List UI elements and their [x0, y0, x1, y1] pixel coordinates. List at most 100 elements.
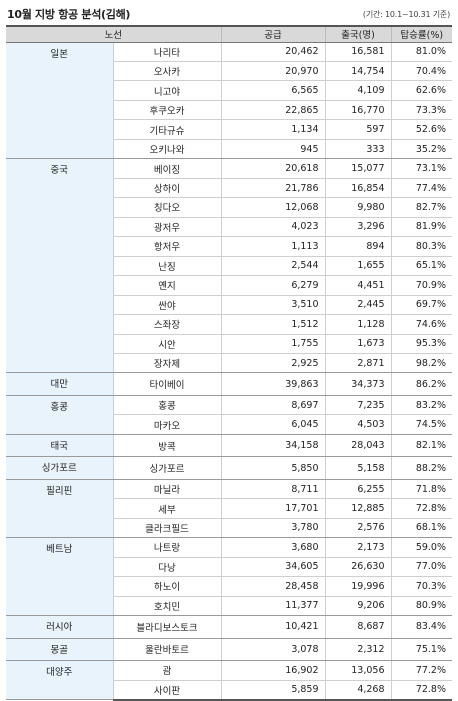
table-row: 베트남 나트랑 3,680 2,173 59.0%	[6, 537, 453, 617]
region-cell: 필리핀	[6, 479, 113, 539]
supply-cell: 20,970	[220, 61, 326, 82]
table-row: 니고야 6,565 4,109 62.6%	[6, 80, 453, 101]
departures-cell: 4,451	[324, 275, 392, 296]
supply-cell: 1,512	[220, 314, 326, 335]
supply-cell: 3,510	[220, 295, 326, 316]
load-factor-cell: 77.2%	[390, 660, 453, 681]
table-row: 호치민 11,377 9,206 80.9%	[6, 596, 453, 617]
region-cell: 중국	[6, 158, 113, 374]
city-cell: 베이징	[112, 158, 222, 179]
table-body: 일본 나리타 20,462 16,581 81.0% 오사카 20,970 14,754 70.…	[6, 42, 453, 701]
city-cell: 오사카	[112, 61, 222, 82]
city-cell: 호치민	[112, 596, 222, 617]
table-row: 대양주 괌 16,902 13,056 77.2%	[6, 660, 453, 701]
city-cell: 나리타	[112, 42, 222, 62]
supply-cell: 1,113	[220, 236, 326, 257]
city-cell: 후쿠오카	[112, 100, 222, 121]
supply-cell: 3,078	[220, 638, 326, 662]
city-cell: 클라크필드	[112, 518, 222, 539]
load-factor-cell: 65.1%	[390, 256, 453, 277]
load-factor-cell: 74.6%	[390, 314, 453, 335]
departures-cell: 2,871	[324, 353, 392, 374]
city-cell: 상하이	[112, 178, 222, 199]
departures-cell: 19,996	[324, 576, 392, 597]
table-row: 대만 타이베이 39,863 34,373 86.2%	[6, 372, 453, 396]
city-cell: 사이판	[112, 680, 222, 701]
header-supply: 공급	[220, 25, 326, 43]
load-factor-cell: 72.8%	[390, 680, 453, 701]
table-row: 광저우 4,023 3,296 81.9%	[6, 217, 453, 238]
supply-cell: 21,786	[220, 178, 326, 199]
city-cell: 스좌장	[112, 314, 222, 335]
region-cell: 일본	[6, 42, 113, 160]
load-factor-cell: 68.1%	[390, 518, 453, 539]
departures-cell: 7,235	[324, 395, 392, 416]
supply-cell: 2,544	[220, 256, 326, 277]
supply-cell: 11,377	[220, 596, 326, 617]
departures-cell: 16,581	[324, 42, 392, 62]
load-factor-cell: 74.5%	[390, 414, 453, 435]
table-row: 클라크필드 3,780 2,576 68.1%	[6, 518, 453, 539]
supply-cell: 3,680	[220, 537, 326, 558]
load-factor-cell: 73.3%	[390, 100, 453, 121]
supply-cell: 34,158	[220, 434, 326, 458]
load-factor-cell: 62.6%	[390, 80, 453, 101]
supply-cell: 8,697	[220, 395, 326, 416]
city-cell: 하노이	[112, 576, 222, 597]
supply-cell: 5,850	[220, 456, 326, 480]
table-row: 싱가포르 싱가포르 5,850 5,158 88.2%	[6, 456, 453, 480]
supply-cell: 17,701	[220, 498, 326, 519]
supply-cell: 34,605	[220, 557, 326, 578]
table-row: 칭다오 12,068 9,980 82.7%	[6, 197, 453, 218]
load-factor-cell: 80.3%	[390, 236, 453, 257]
region-cell: 대만	[6, 372, 113, 396]
header-departures: 출국(명)	[324, 25, 392, 43]
departures-cell: 9,206	[324, 596, 392, 617]
table-row: 태국 방콕 34,158 28,043 82.1%	[6, 434, 453, 458]
load-factor-cell: 72.8%	[390, 498, 453, 519]
supply-cell: 6,565	[220, 80, 326, 101]
departures-cell: 4,503	[324, 414, 392, 435]
departures-cell: 2,173	[324, 537, 392, 558]
table-row: 난징 2,544 1,655 65.1%	[6, 256, 453, 277]
supply-cell: 3,780	[220, 518, 326, 539]
table-row: 오키나와 945 333 35.2%	[6, 139, 453, 160]
load-factor-cell: 35.2%	[390, 139, 453, 160]
load-factor-cell: 88.2%	[390, 456, 453, 480]
table-row: 상하이 21,786 16,854 77.4%	[6, 178, 453, 199]
load-factor-cell: 73.1%	[390, 158, 453, 179]
departures-cell: 16,854	[324, 178, 392, 199]
table-row: 러시아 블라디보스토크 10,421 8,687 83.4%	[6, 615, 453, 639]
departures-cell: 13,056	[324, 660, 392, 681]
supply-cell: 39,863	[220, 372, 326, 396]
departures-cell: 1,655	[324, 256, 392, 277]
city-cell: 옌지	[112, 275, 222, 296]
table-row: 몽골 울란바토르 3,078 2,312 75.1%	[6, 638, 453, 662]
load-factor-cell: 77.4%	[390, 178, 453, 199]
load-factor-cell: 82.7%	[390, 197, 453, 218]
load-factor-cell: 70.4%	[390, 61, 453, 82]
region-cell: 몽골	[6, 638, 113, 662]
load-factor-cell: 98.2%	[390, 353, 453, 374]
load-factor-cell: 80.9%	[390, 596, 453, 617]
load-factor-cell: 81.0%	[390, 42, 453, 62]
city-cell: 시안	[112, 334, 222, 355]
supply-cell: 16,902	[220, 660, 326, 681]
supply-cell: 6,045	[220, 414, 326, 435]
city-cell: 마카오	[112, 414, 222, 435]
city-cell: 난징	[112, 256, 222, 277]
departures-cell: 4,109	[324, 80, 392, 101]
table-row: 싼야 3,510 2,445 69.7%	[6, 295, 453, 316]
region-cell: 대양주	[6, 660, 113, 701]
load-factor-cell: 77.0%	[390, 557, 453, 578]
city-cell: 니고야	[112, 80, 222, 101]
city-cell: 울란바토르	[112, 638, 222, 662]
table-row: 마카오 6,045 4,503 74.5%	[6, 414, 453, 435]
region-cell: 태국	[6, 434, 113, 458]
supply-cell: 5,859	[220, 680, 326, 701]
load-factor-cell: 71.8%	[390, 479, 453, 500]
departures-cell: 15,077	[324, 158, 392, 179]
table-row: 다낭 34,605 26,630 77.0%	[6, 557, 453, 578]
load-factor-cell: 83.4%	[390, 615, 453, 639]
table-row: 후쿠오카 22,865 16,770 73.3%	[6, 100, 453, 121]
